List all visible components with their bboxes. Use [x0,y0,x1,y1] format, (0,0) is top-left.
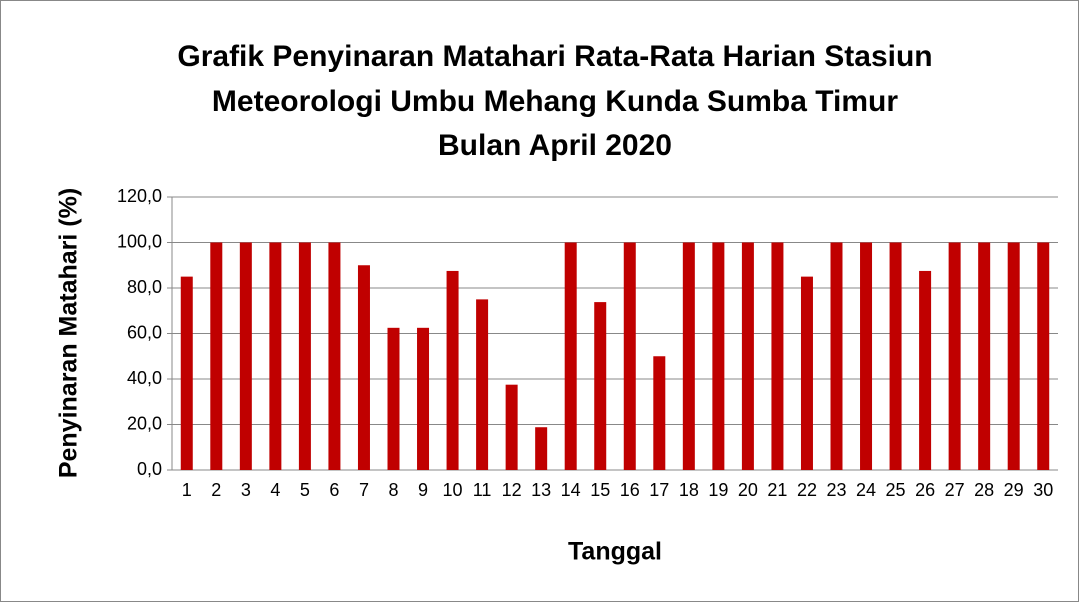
bar [328,242,341,470]
bar [889,242,902,470]
x-tick-label: 1 [182,480,192,500]
x-axis-title: Tanggal [568,538,662,566]
y-tick-label: 20,0 [127,413,162,433]
bar [741,242,754,470]
bar [682,242,695,470]
bar [239,242,252,470]
x-tick-label: 9 [418,480,428,500]
bar [594,302,607,470]
x-tick-label: 2 [211,480,221,500]
bar [210,242,223,470]
x-tick-label: 20 [738,480,758,500]
bar [446,270,459,470]
x-tick-label: 6 [329,480,339,500]
x-tick-label: 21 [767,480,787,500]
x-tick-label: 10 [443,480,463,500]
x-tick-label: 19 [708,480,728,500]
x-tick-label: 8 [388,480,398,500]
x-tick-label: 11 [473,480,492,500]
bar [653,356,666,470]
x-tick-label: 24 [856,480,876,500]
bar [298,242,311,470]
bar [860,242,873,470]
bar [535,427,548,470]
x-tick-label: 7 [359,480,369,500]
bar [180,276,193,470]
y-tick-label: 60,0 [127,322,162,342]
chart-title: Bulan April 2020 [438,129,672,162]
bar [948,242,961,470]
bar [417,327,430,470]
x-tick-label: 25 [886,480,906,500]
bar [800,276,813,470]
x-tick-label: 14 [561,480,581,500]
bar [771,242,784,470]
y-tick-label: 120,0 [117,186,162,206]
x-tick-label: 26 [915,480,935,500]
bar [505,384,518,470]
x-tick-label: 22 [797,480,817,500]
x-tick-label: 30 [1033,480,1053,500]
bar [1037,242,1050,470]
bar [476,299,489,470]
x-tick-label: 4 [270,480,280,500]
chart-title: Meteorologi Umbu Mehang Kunda Sumba Timu… [212,85,898,118]
bar [269,242,282,470]
x-tick-label: 12 [502,480,522,500]
x-tick-label: 15 [590,480,610,500]
x-tick-label: 27 [945,480,965,500]
x-tick-label: 16 [620,480,640,500]
bar [712,242,725,470]
bar [564,242,577,470]
x-tick-label: 28 [974,480,994,500]
y-tick-label: 0,0 [137,459,162,479]
chart-title: Grafik Penyinaran Matahari Rata-Rata Har… [177,40,932,73]
bar [623,242,636,470]
x-tick-label: 18 [679,480,699,500]
bar [357,265,370,470]
bar [387,327,400,470]
y-tick-label: 100,0 [117,231,162,251]
y-axis-title: Penyinaran Matahari (%) [55,188,83,478]
x-tick-label: 13 [531,480,551,500]
y-tick-label: 40,0 [127,368,162,388]
bar [1007,242,1020,470]
x-tick-label: 3 [241,480,251,500]
y-tick-label: 80,0 [127,277,162,297]
bar [978,242,991,470]
x-tick-label: 23 [826,480,846,500]
x-tick-label: 5 [300,480,310,500]
x-tick-label: 17 [649,480,669,500]
x-tick-label: 29 [1004,480,1024,500]
bar [830,242,843,470]
bar [919,270,932,470]
